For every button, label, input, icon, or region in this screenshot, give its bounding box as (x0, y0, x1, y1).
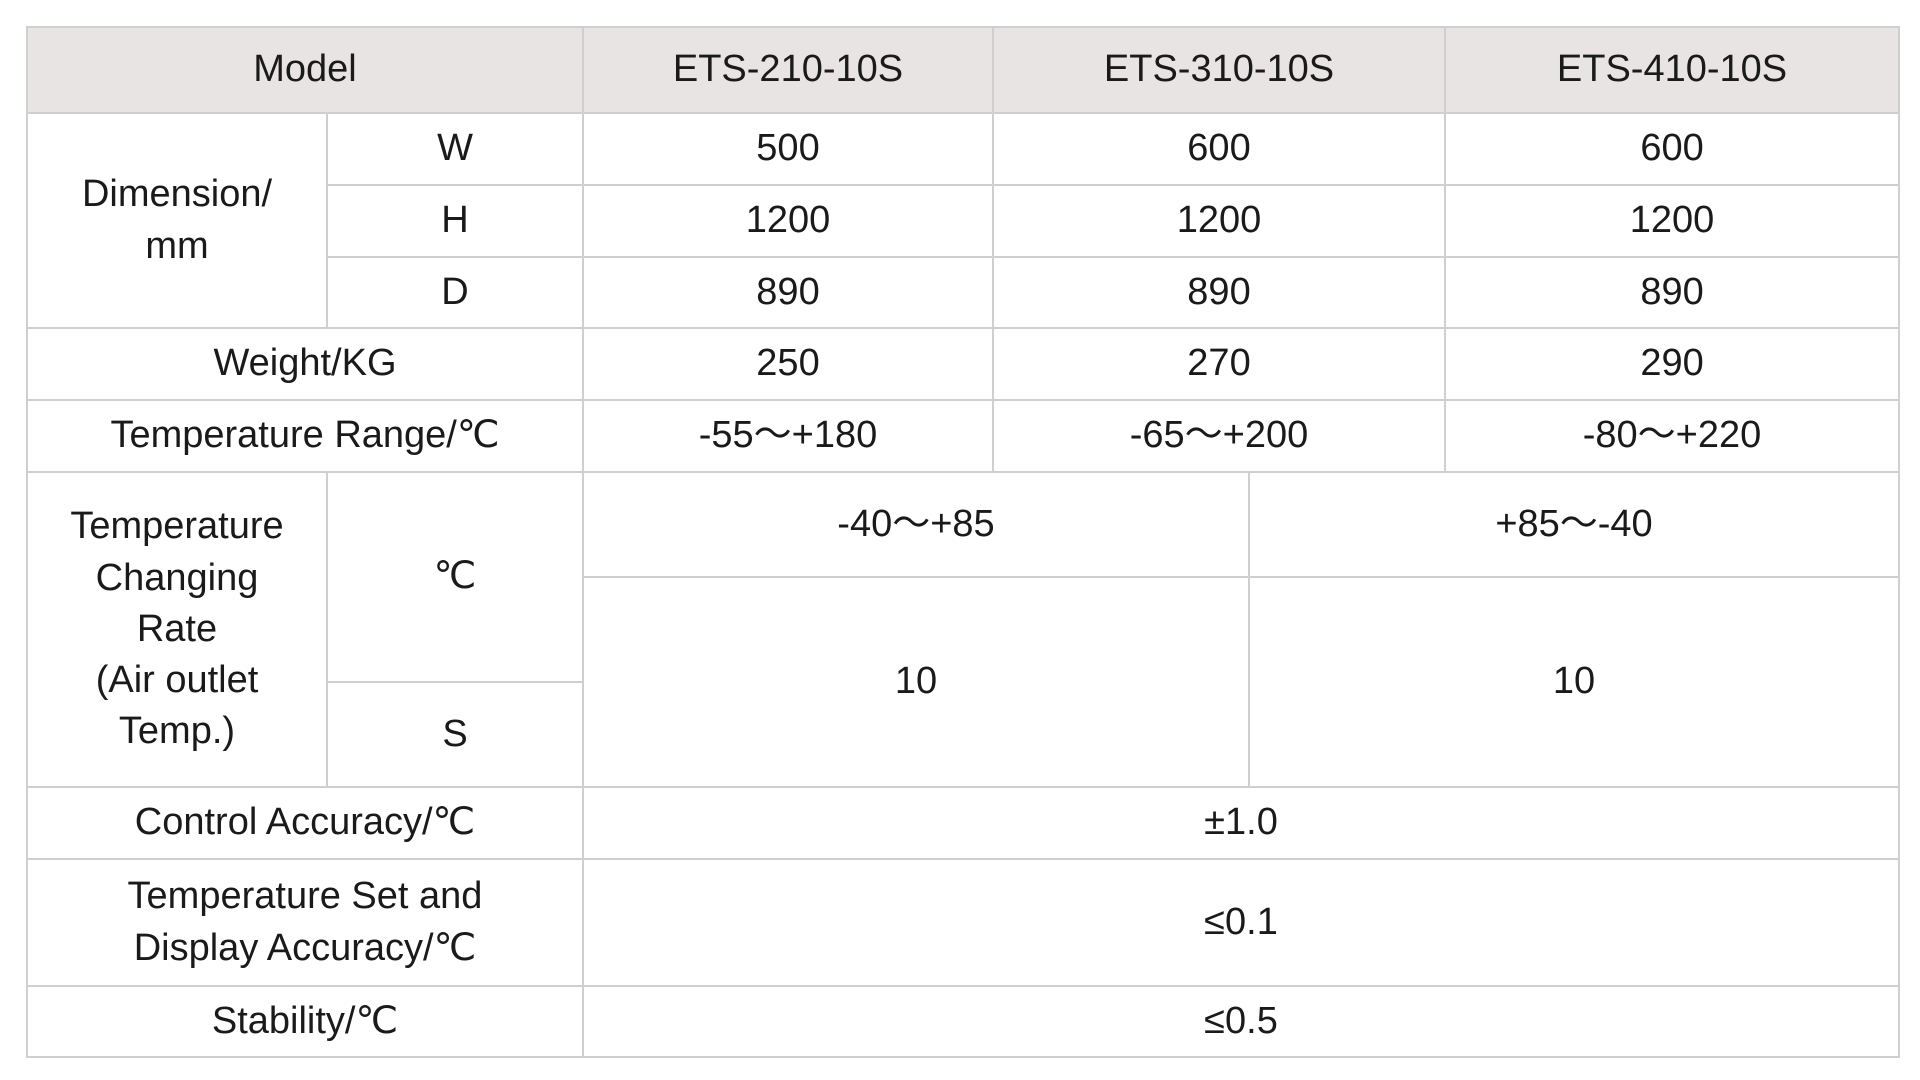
row: S (27, 681, 1899, 788)
cell: 10 (582, 576, 1250, 788)
row: 10 10 (27, 576, 1901, 788)
row-label: Control Accuracy/℃ (26, 786, 584, 860)
sub-label: ℃ (326, 471, 584, 683)
sub-label: D (326, 256, 584, 329)
cell: +85～-40 (1247, 471, 1901, 578)
row-label: Temperature Changing Rate (Air outlet Te… (26, 471, 328, 788)
row: Dimension/ mm W 500 600 600 (26, 112, 1901, 329)
cell: 1200 (1444, 184, 1901, 258)
cell: ±1.0 (581, 786, 1901, 860)
sub-label: W (326, 112, 584, 186)
cell: 500 (582, 112, 994, 186)
header-cell: Model (26, 26, 584, 114)
cell: 890 (991, 256, 1447, 329)
row-label: Stability/℃ (26, 985, 584, 1058)
row: Stability/℃ ≤0.5 (26, 985, 1901, 1058)
cell: 270 (991, 327, 1447, 401)
row: Temperature Range/℃ -55～+180 -65～+200 -8… (26, 399, 1901, 473)
cell: 250 (582, 327, 994, 401)
cell: -40～+85 (582, 471, 1250, 578)
cell: 1200 (582, 184, 994, 258)
row-label: Temperature Set and Display Accuracy/℃ (26, 858, 584, 987)
cell: 290 (1444, 327, 1901, 401)
row: H 1200 1200 1200 (27, 184, 1901, 258)
spec-table: Model ETS-210-10S ETS-310-10S ETS-410-10… (26, 26, 1901, 1058)
row-label: Weight/KG (26, 327, 584, 401)
row: Weight/KG 250 270 290 (26, 327, 1901, 401)
sub-label: H (326, 184, 584, 258)
header-cell: ETS-410-10S (1444, 26, 1901, 114)
header-cell: ETS-210-10S (582, 26, 994, 114)
sub-label: S (326, 681, 584, 788)
cell: 1200 (991, 184, 1447, 258)
cell: ≤0.1 (581, 858, 1901, 987)
cell: 600 (991, 112, 1447, 186)
header-cell: ETS-310-10S (991, 26, 1447, 114)
cell: 890 (582, 256, 994, 329)
row: Control Accuracy/℃ ±1.0 (26, 786, 1901, 860)
cell: -80～+220 (1444, 399, 1901, 473)
cell: 890 (1444, 256, 1901, 329)
row-label: Dimension/ mm (26, 112, 328, 329)
row: D 890 890 890 (27, 256, 1901, 329)
cell: 10 (1247, 576, 1901, 788)
header-row: Model ETS-210-10S ETS-310-10S ETS-410-10… (26, 26, 1901, 114)
row: Temperature Set and Display Accuracy/℃ ≤… (26, 858, 1901, 987)
cell: 600 (1444, 112, 1901, 186)
cell: ≤0.5 (581, 985, 1901, 1058)
cell: -55～+180 (582, 399, 994, 473)
cell: -65～+200 (991, 399, 1447, 473)
row: Temperature Changing Rate (Air outlet Te… (26, 471, 1901, 788)
row-label: Temperature Range/℃ (26, 399, 584, 473)
